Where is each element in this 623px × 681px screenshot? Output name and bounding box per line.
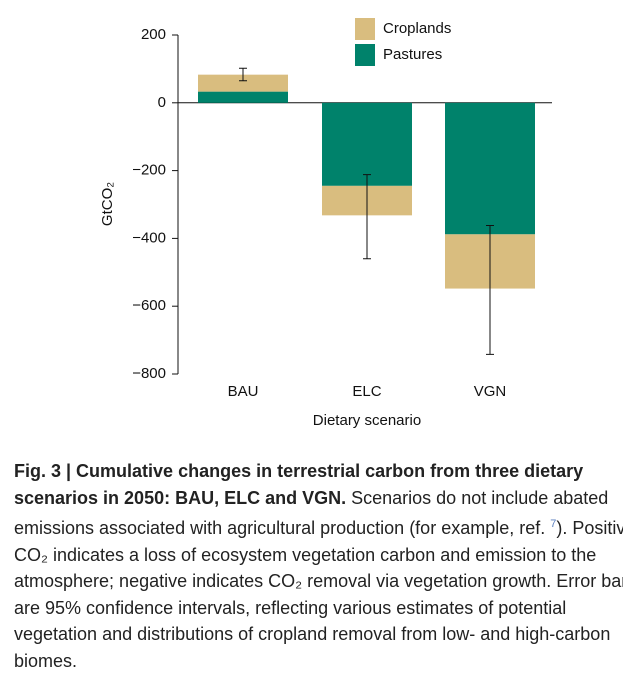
error-bar bbox=[486, 225, 494, 355]
legend-label: Croplands bbox=[383, 20, 451, 37]
caption: Fig. 3 | Cumulative changes in terrestri… bbox=[14, 458, 623, 674]
legend-swatch bbox=[355, 44, 375, 66]
y-tick-label: −600 bbox=[132, 297, 166, 314]
caption-title: Fig. 3 | Cumulative changes in terrestri… bbox=[14, 461, 584, 508]
bar-segment bbox=[322, 102, 412, 186]
y-tick-label: −400 bbox=[132, 229, 166, 246]
legend-swatch bbox=[355, 18, 375, 40]
y-tick-label: 0 bbox=[158, 94, 166, 111]
bar-segment bbox=[198, 74, 288, 92]
y-axis-label: GtCO₂ bbox=[99, 182, 116, 226]
y-tick-label: 200 bbox=[141, 26, 166, 43]
chart: GtCO₂ Dietary scenario −800 −600 −400 −200 0… bbox=[99, 18, 552, 429]
caption-text: Scenarios do not include abated emission… bbox=[14, 487, 609, 539]
x-tick-label: VGN bbox=[474, 383, 507, 400]
bar-segment bbox=[198, 91, 288, 103]
caption-text: ). Positive CO₂ indicates a loss of ecos… bbox=[14, 518, 623, 671]
x-tick-label: ELC bbox=[352, 383, 381, 400]
legend-label: Pastures bbox=[383, 46, 442, 63]
error-bar bbox=[239, 67, 247, 82]
reference: 7 bbox=[550, 518, 557, 530]
x-axis-label: Dietary scenario bbox=[313, 412, 421, 429]
y-tick-label: −200 bbox=[132, 162, 166, 179]
y-tick-label: −800 bbox=[132, 365, 166, 382]
error-bar bbox=[363, 174, 371, 260]
bar-segment bbox=[445, 102, 535, 235]
x-tick-label: BAU bbox=[228, 383, 259, 400]
